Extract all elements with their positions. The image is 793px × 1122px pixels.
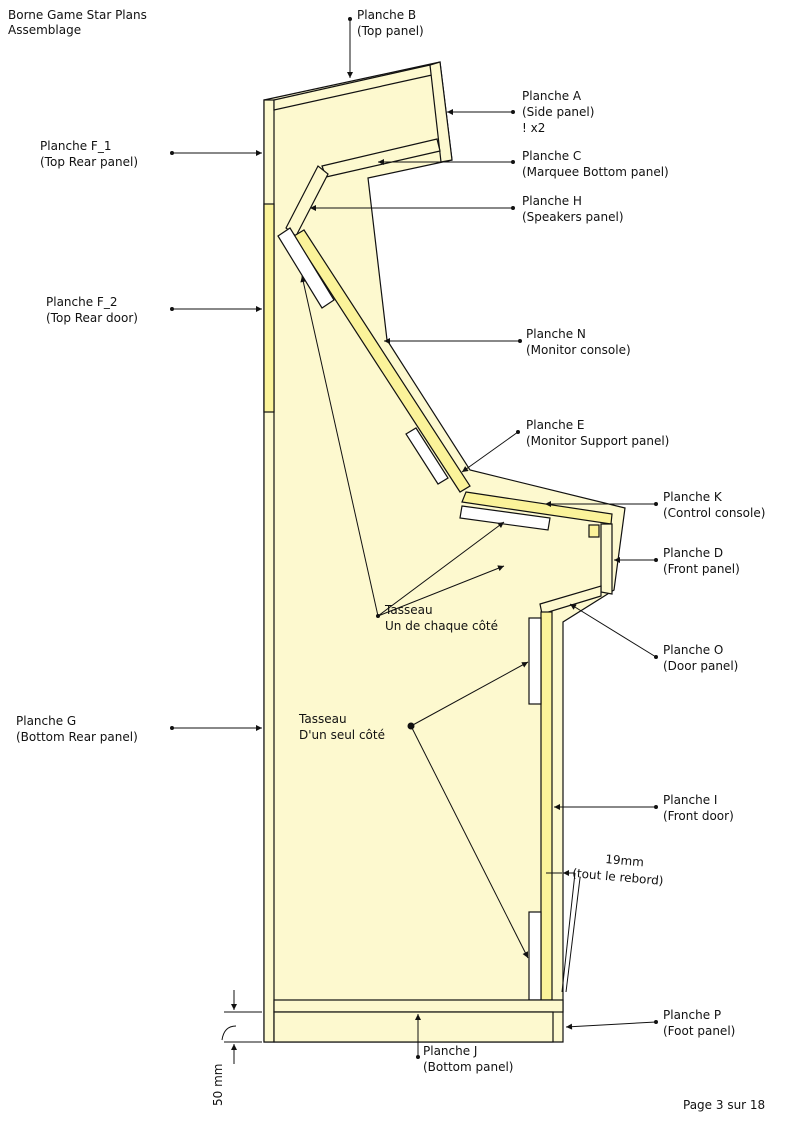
svg-text:(Side panel): (Side panel) bbox=[522, 105, 594, 119]
svg-text:Un de chaque côté: Un de chaque côté bbox=[385, 619, 498, 633]
bottom-panel-j bbox=[273, 999, 564, 1013]
label-planche-d: Planche D (Front panel) bbox=[663, 546, 740, 576]
label-tasseau-both-sides: Tasseau Un de chaque côté bbox=[384, 603, 498, 633]
side-panel-a bbox=[263, 61, 626, 1043]
svg-text:(Bottom panel): (Bottom panel) bbox=[423, 1060, 514, 1074]
svg-text:(Top panel): (Top panel) bbox=[357, 24, 424, 38]
label-rebord-19mm: 19mm (tout le rebord) bbox=[572, 852, 664, 888]
label-planche-a: Planche A (Side panel) ! x2 bbox=[522, 89, 594, 135]
svg-text:(Door panel): (Door panel) bbox=[663, 659, 738, 673]
cleat-front-lower bbox=[528, 911, 542, 1001]
svg-text:Planche A: Planche A bbox=[522, 89, 582, 103]
svg-text:Planche G: Planche G bbox=[16, 714, 76, 728]
label-planche-b: Planche B (Top panel) bbox=[357, 8, 424, 38]
label-planche-i: Planche I (Front door) bbox=[663, 793, 734, 823]
svg-text:(tout le rebord): (tout le rebord) bbox=[572, 866, 664, 888]
svg-text:(Top Rear door): (Top Rear door) bbox=[46, 311, 138, 325]
svg-text:Planche P: Planche P bbox=[663, 1008, 721, 1022]
svg-text:Planche N: Planche N bbox=[526, 327, 586, 341]
svg-text:(Front door): (Front door) bbox=[663, 809, 734, 823]
page-number: Page 3 sur 18 bbox=[683, 1098, 765, 1112]
svg-text:(Control console): (Control console) bbox=[663, 506, 765, 520]
svg-text:19mm: 19mm bbox=[605, 852, 645, 869]
label-planche-c: Planche C (Marquee Bottom panel) bbox=[522, 149, 669, 179]
label-planche-n: Planche N (Monitor console) bbox=[526, 327, 631, 357]
svg-text:Planche F_2: Planche F_2 bbox=[46, 295, 117, 309]
svg-text:Planche C: Planche C bbox=[522, 149, 581, 163]
label-planche-f1: Planche F_1 (Top Rear panel) bbox=[40, 139, 138, 169]
label-planche-j: Planche J (Bottom panel) bbox=[423, 1044, 514, 1074]
label-planche-p: Planche P (Foot panel) bbox=[663, 1008, 735, 1038]
label-planche-e: Planche E (Monitor Support panel) bbox=[526, 418, 669, 448]
svg-text:(Bottom Rear panel): (Bottom Rear panel) bbox=[16, 730, 138, 744]
label-planche-k: Planche K (Control console) bbox=[663, 490, 765, 520]
svg-text:D'un seul côté: D'un seul côté bbox=[299, 728, 385, 742]
foot-panel-p bbox=[273, 1011, 554, 1043]
label-tasseau-one-side: Tasseau D'un seul côté bbox=[298, 712, 385, 742]
svg-text:Planche D: Planche D bbox=[663, 546, 723, 560]
svg-text:Planche O: Planche O bbox=[663, 643, 723, 657]
dimension-50mm: 50 mm bbox=[211, 1064, 225, 1106]
svg-text:Planche J: Planche J bbox=[423, 1044, 477, 1058]
svg-text:(Top Rear panel): (Top Rear panel) bbox=[40, 155, 138, 169]
svg-text:Planche F_1: Planche F_1 bbox=[40, 139, 111, 153]
svg-text:Planche B: Planche B bbox=[357, 8, 416, 22]
rear-door-f2 bbox=[263, 203, 275, 413]
monitor-support-panel-e bbox=[405, 427, 449, 485]
front-door-i bbox=[540, 611, 553, 1001]
label-planche-f2: Planche F_2 (Top Rear door) bbox=[46, 295, 138, 325]
document-title: Borne Game Star Plans bbox=[8, 8, 147, 22]
document-subtitle: Assemblage bbox=[8, 23, 81, 37]
svg-text:(Front panel): (Front panel) bbox=[663, 562, 740, 576]
svg-text:Planche I: Planche I bbox=[663, 793, 717, 807]
svg-text:Tasseau: Tasseau bbox=[298, 712, 347, 726]
cleat-upper bbox=[277, 227, 335, 309]
label-planche-h: Planche H (Speakers panel) bbox=[522, 194, 624, 224]
label-planche-o: Planche O (Door panel) bbox=[663, 643, 738, 673]
svg-text:Planche H: Planche H bbox=[522, 194, 582, 208]
door-panel-o bbox=[539, 585, 602, 615]
svg-text:(Foot panel): (Foot panel) bbox=[663, 1024, 735, 1038]
cleat-control bbox=[459, 505, 551, 531]
label-planche-g: Planche G (Bottom Rear panel) bbox=[16, 714, 138, 744]
svg-text:Planche E: Planche E bbox=[526, 418, 585, 432]
front-panel-d bbox=[600, 523, 613, 595]
svg-text:Planche K: Planche K bbox=[663, 490, 723, 504]
svg-text:(Monitor Support panel): (Monitor Support panel) bbox=[526, 434, 669, 448]
svg-text:! x2: ! x2 bbox=[522, 121, 545, 135]
svg-text:(Marquee Bottom panel): (Marquee Bottom panel) bbox=[522, 165, 669, 179]
svg-text:(Speakers panel): (Speakers panel) bbox=[522, 210, 624, 224]
rear-panel-f1 bbox=[263, 99, 275, 1043]
svg-text:Tasseau: Tasseau bbox=[384, 603, 433, 617]
cleat-front-upper bbox=[528, 617, 542, 705]
monitor-console-n bbox=[293, 229, 471, 493]
svg-text:(Monitor console): (Monitor console) bbox=[526, 343, 631, 357]
